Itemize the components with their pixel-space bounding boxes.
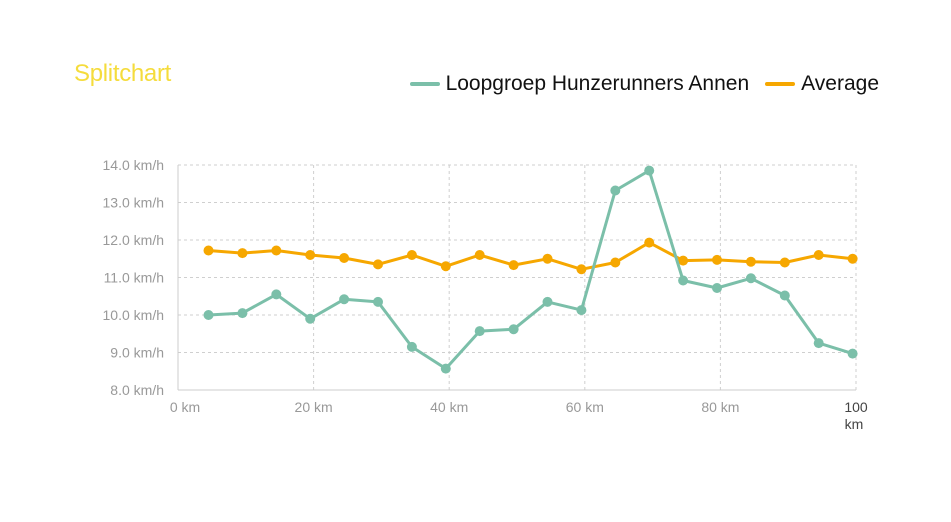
y-tick-label: 9.0 km/h xyxy=(110,345,164,361)
data-point-series-1 xyxy=(576,305,587,316)
y-tick-label: 8.0 km/h xyxy=(110,382,164,398)
legend-item-series-1[interactable]: Loopgroep Hunzerunners Annen xyxy=(409,72,750,96)
series-line-1 xyxy=(208,169,854,371)
data-point-series-1 xyxy=(271,289,282,300)
legend-label-series-1: Loopgroep Hunzerunners Annen xyxy=(445,72,750,95)
data-point-series-1 xyxy=(339,294,350,305)
data-point-series-1 xyxy=(678,275,689,286)
data-point-series-2 xyxy=(440,261,451,272)
data-point-series-1 xyxy=(237,308,248,319)
y-tick-label: 12.0 km/h xyxy=(103,232,164,248)
data-point-series-1 xyxy=(779,290,790,301)
legend: Loopgroep Hunzerunners Annen Average xyxy=(409,72,879,96)
data-point-series-2 xyxy=(305,250,316,260)
data-point-series-2 xyxy=(813,250,824,260)
data-point-series-2 xyxy=(678,255,689,266)
data-point-series-2 xyxy=(339,253,350,263)
x-tick-label: 40 km xyxy=(430,399,468,415)
x-tick-label: 60 km xyxy=(566,399,604,415)
data-point-series-2 xyxy=(644,237,655,248)
data-point-series-2 xyxy=(847,253,858,264)
data-point-series-2 xyxy=(508,260,519,271)
legend-swatch-series-2 xyxy=(765,82,796,86)
data-point-series-2 xyxy=(712,254,723,265)
data-point-series-1 xyxy=(406,341,417,352)
data-point-series-1 xyxy=(305,313,316,324)
legend-swatch-series-1 xyxy=(409,82,440,86)
data-point-series-2 xyxy=(271,245,282,256)
data-point-series-1 xyxy=(847,348,858,359)
data-point-series-2 xyxy=(779,257,790,268)
data-point-series-1 xyxy=(203,310,214,320)
data-point-series-1 xyxy=(373,296,384,307)
y-tick-label: 10.0 km/h xyxy=(103,307,164,323)
data-point-series-1 xyxy=(542,296,553,307)
data-point-series-1 xyxy=(712,283,723,293)
data-point-series-2 xyxy=(576,264,587,275)
chart-title: Splitchart xyxy=(74,60,172,87)
data-point-series-2 xyxy=(203,245,214,256)
data-point-series-1 xyxy=(745,273,756,284)
legend-label-series-2: Average xyxy=(801,72,879,95)
legend-item-series-2[interactable]: Average xyxy=(765,72,879,96)
x-tick-label: 80 km xyxy=(701,399,739,415)
data-point-series-1 xyxy=(610,185,621,196)
series-line-2 xyxy=(208,241,853,271)
data-point-series-2 xyxy=(474,250,485,260)
x-tick-label: 0 km xyxy=(170,399,200,415)
data-point-series-1 xyxy=(508,324,519,335)
y-tick-label: 11.0 km/h xyxy=(104,270,164,286)
data-point-series-2 xyxy=(542,253,553,264)
data-point-series-2 xyxy=(237,248,248,259)
data-point-series-2 xyxy=(406,250,417,260)
x-tick-label: 100 xyxy=(844,399,868,415)
data-point-series-1 xyxy=(813,338,824,349)
x-tick-label: 20 km xyxy=(295,399,333,415)
data-point-series-1 xyxy=(474,326,485,337)
data-point-series-2 xyxy=(373,259,384,270)
data-point-series-1 xyxy=(440,363,451,374)
y-tick-label: 14.0 km/h xyxy=(103,157,164,173)
data-point-series-1 xyxy=(644,165,655,176)
x-tick-label-unit: km xyxy=(845,416,864,432)
data-point-series-2 xyxy=(745,256,756,267)
data-point-series-2 xyxy=(610,257,621,268)
y-tick-label: 13.0 km/h xyxy=(103,195,164,211)
